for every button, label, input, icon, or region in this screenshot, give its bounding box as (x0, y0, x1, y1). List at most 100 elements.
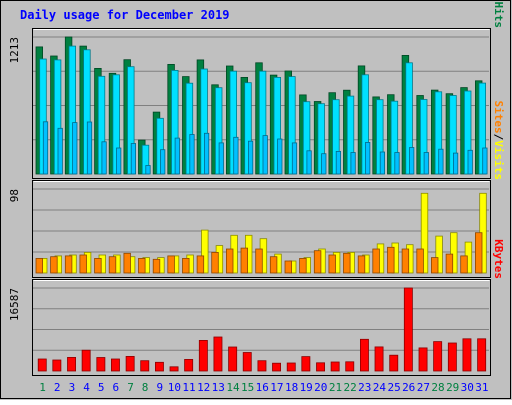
bar-sites (123, 252, 131, 274)
day-label: 5 (98, 381, 105, 394)
bar-pages (350, 152, 356, 175)
bar-pages (262, 135, 268, 175)
bar-kbytes (433, 341, 443, 372)
bar-kbytes (462, 338, 472, 372)
bar-kbytes (184, 358, 194, 372)
bar-kbytes (477, 338, 487, 372)
day-label: 27 (417, 381, 430, 394)
bar-sites (299, 257, 307, 274)
day-label: 18 (285, 381, 298, 394)
bar-kbytes (228, 346, 238, 372)
bar-kbytes (140, 360, 150, 372)
bar-sites (445, 253, 454, 274)
bar-sites (255, 248, 263, 274)
bar-pages (247, 140, 254, 175)
day-label: 9 (156, 381, 163, 394)
bar-pages (116, 147, 122, 175)
day-label: 2 (54, 381, 61, 394)
bar-sites (108, 256, 117, 274)
bar-pages (482, 147, 488, 175)
day-label: 15 (241, 381, 254, 394)
panel-kbytes: 16587 KBytes (8, 239, 505, 376)
bar-sites (94, 257, 102, 274)
bar-kbytes (37, 358, 47, 372)
bar-sites (167, 255, 175, 274)
day-label: 28 (431, 381, 444, 394)
bar-pages (57, 127, 63, 175)
bar-files (390, 100, 399, 175)
bar-files (53, 59, 62, 175)
bar-sites (343, 252, 351, 274)
bar-files (346, 95, 355, 175)
day-label: 1 (39, 381, 46, 394)
bar-kbytes (418, 347, 428, 372)
bar-pages (379, 151, 386, 175)
bar-pages (335, 150, 342, 175)
bar-pages (86, 121, 93, 175)
bar-sites (225, 248, 234, 274)
day-label: 17 (270, 381, 283, 394)
bar-pages (291, 142, 298, 175)
day-label: 12 (197, 381, 210, 394)
day-label: 10 (168, 381, 181, 394)
bar-kbytes (403, 287, 413, 372)
day-label: 31 (475, 381, 488, 394)
bar-sites (196, 255, 205, 274)
day-label: 3 (69, 381, 76, 394)
legend-item: Hits (492, 2, 505, 29)
bar-pages (467, 149, 473, 175)
bar-sites (284, 260, 292, 274)
bar-kbytes (154, 361, 164, 372)
bar-kbytes (198, 339, 208, 372)
bar-sites (328, 254, 336, 274)
bar-visits (450, 232, 458, 274)
bar-sites (401, 248, 410, 274)
bar-kbytes (52, 359, 62, 372)
bar-pages (409, 147, 415, 175)
bar-sites (357, 255, 366, 274)
day-label: 8 (142, 381, 149, 394)
bar-kbytes (169, 366, 179, 372)
day-label: 20 (314, 381, 327, 394)
bar-kbytes (345, 361, 355, 372)
day-labels: 1 2 3 4 5 6 7 8 9 10 11 12 13 14 15 16 17 18 19 20 21 22 23 24 2… (39, 381, 488, 394)
bar-sites (211, 251, 219, 274)
bar-files (214, 87, 223, 175)
bar-sites (79, 254, 87, 274)
chart-title: Daily usage for December 2019 (20, 8, 230, 22)
y-max-label: 16587 (8, 288, 21, 321)
chart-panels: 1213Pages/Files/Hits98Sites/Visits16587K… (8, 0, 505, 376)
legend: Pages/Files/Hits (492, 0, 505, 28)
day-label: 7 (127, 381, 134, 394)
y-max-label: 98 (8, 189, 21, 202)
bar-kbytes (125, 355, 135, 372)
bar-sites (416, 248, 424, 274)
day-label: 30 (461, 381, 474, 394)
bar-kbytes (359, 338, 369, 372)
day-label: 22 (343, 381, 356, 394)
bar-pages (189, 134, 195, 175)
bar-pages (365, 141, 371, 175)
bar-pages (218, 142, 224, 175)
bar-pages (101, 141, 107, 175)
legend-item: / (492, 134, 505, 141)
day-label: 4 (83, 381, 90, 394)
legend: Sites/Visits (492, 101, 505, 181)
day-label: 14 (226, 381, 240, 394)
panel-frame (32, 279, 491, 376)
bar-files (449, 95, 457, 175)
bar-pages (42, 121, 49, 175)
bar-pages (438, 148, 444, 175)
bar-sites (372, 248, 380, 274)
bar-pages (160, 149, 166, 175)
day-label: 25 (387, 381, 400, 394)
bar-kbytes (374, 346, 384, 372)
bar-pages (321, 153, 327, 175)
bar-pages (72, 122, 78, 175)
bar-sites (387, 246, 395, 274)
day-label: 6 (112, 381, 119, 394)
bar-files (376, 99, 384, 175)
day-label: 24 (373, 381, 387, 394)
